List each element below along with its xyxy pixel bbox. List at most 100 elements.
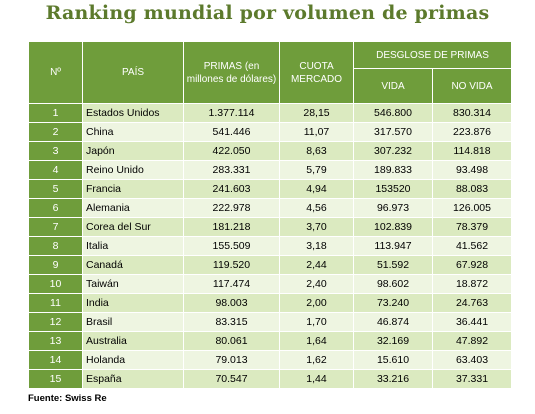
cell-non-life: 830.314 <box>432 103 512 123</box>
cell-rank: 8 <box>28 236 83 256</box>
cell-life: 307.232 <box>353 141 433 161</box>
cell-market-share: 5,79 <box>279 160 354 180</box>
cell-premiums: 181.218 <box>183 217 280 237</box>
cell-country: India <box>82 293 184 313</box>
cell-premiums: 222.978 <box>183 198 280 218</box>
table-row: 4 Reino Unido 283.331 5,79 189.833 93.498 <box>28 160 512 180</box>
cell-country: China <box>82 122 184 142</box>
cell-premiums: 241.603 <box>183 179 280 199</box>
cell-country: Canadá <box>82 255 184 275</box>
header-country: PAÍS <box>82 41 184 104</box>
cell-premiums: 83.315 <box>183 312 280 332</box>
source-note: Fuente: Swiss Re <box>28 393 107 404</box>
cell-market-share: 3,70 <box>279 217 354 237</box>
table-row: 15 España 70.547 1,44 33.216 37.331 <box>28 369 512 389</box>
cell-life: 102.839 <box>353 217 433 237</box>
cell-non-life: 63.403 <box>432 350 512 370</box>
cell-rank: 9 <box>28 255 83 275</box>
cell-market-share: 2,00 <box>279 293 354 313</box>
cell-rank: 14 <box>28 350 83 370</box>
table-header: Nº PAÍS PRIMAS (en millones de dólares) … <box>28 41 512 104</box>
cell-market-share: 1,62 <box>279 350 354 370</box>
table-row: 14 Holanda 79.013 1,62 15.610 63.403 <box>28 350 512 370</box>
cell-non-life: 223.876 <box>432 122 512 142</box>
cell-rank: 5 <box>28 179 83 199</box>
ranking-table: Nº PAÍS PRIMAS (en millones de dólares) … <box>28 41 512 389</box>
cell-premiums: 1.377.114 <box>183 103 280 123</box>
cell-life: 189.833 <box>353 160 433 180</box>
cell-country: Taiwán <box>82 274 184 294</box>
cell-premiums: 80.061 <box>183 331 280 351</box>
table-row: 12 Brasil 83.315 1,70 46.874 36.441 <box>28 312 512 332</box>
cell-market-share: 11,07 <box>279 122 354 142</box>
table-row: 7 Corea del Sur 181.218 3,70 102.839 78.379 <box>28 217 512 237</box>
cell-country: Francia <box>82 179 184 199</box>
cell-premiums: 541.446 <box>183 122 280 142</box>
table-row: 6 Alemania 222.978 4,56 96.973 126.005 <box>28 198 512 218</box>
table-row: 13 Australia 80.061 1,64 32.169 47.892 <box>28 331 512 351</box>
cell-life: 51.592 <box>353 255 433 275</box>
header-rank: Nº <box>28 41 83 104</box>
cell-life: 317.570 <box>353 122 433 142</box>
cell-premiums: 117.474 <box>183 274 280 294</box>
cell-market-share: 2,44 <box>279 255 354 275</box>
cell-non-life: 93.498 <box>432 160 512 180</box>
table-row: 8 Italia 155.509 3,18 113.947 41.562 <box>28 236 512 256</box>
cell-market-share: 8,63 <box>279 141 354 161</box>
cell-premiums: 422.050 <box>183 141 280 161</box>
cell-non-life: 126.005 <box>432 198 512 218</box>
table-row: 9 Canadá 119.520 2,44 51.592 67.928 <box>28 255 512 275</box>
cell-country: Holanda <box>82 350 184 370</box>
cell-country: Italia <box>82 236 184 256</box>
cell-rank: 4 <box>28 160 83 180</box>
cell-premiums: 283.331 <box>183 160 280 180</box>
cell-life: 33.216 <box>353 369 433 389</box>
cell-rank: 13 <box>28 331 83 351</box>
cell-life: 73.240 <box>353 293 433 313</box>
cell-market-share: 1,64 <box>279 331 354 351</box>
cell-market-share: 1,70 <box>279 312 354 332</box>
cell-rank: 3 <box>28 141 83 161</box>
cell-life: 46.874 <box>353 312 433 332</box>
cell-rank: 6 <box>28 198 83 218</box>
cell-market-share: 2,40 <box>279 274 354 294</box>
header-life: VIDA <box>353 68 433 104</box>
cell-rank: 10 <box>28 274 83 294</box>
cell-life: 153520 <box>353 179 433 199</box>
cell-rank: 1 <box>28 103 83 123</box>
cell-country: Estados Unidos <box>82 103 184 123</box>
table-row: 1 Estados Unidos 1.377.114 28,15 546.800 830.… <box>28 103 512 123</box>
cell-rank: 15 <box>28 369 83 389</box>
cell-rank: 12 <box>28 312 83 332</box>
table-row: 5 Francia 241.603 4,94 153520 88.083 <box>28 179 512 199</box>
cell-country: Australia <box>82 331 184 351</box>
cell-market-share: 3,18 <box>279 236 354 256</box>
table-row: 10 Taiwán 117.474 2,40 98.602 18.872 <box>28 274 512 294</box>
cell-market-share: 1,44 <box>279 369 354 389</box>
cell-premiums: 119.520 <box>183 255 280 275</box>
cell-non-life: 36.441 <box>432 312 512 332</box>
cell-country: Japón <box>82 141 184 161</box>
cell-non-life: 37.331 <box>432 369 512 389</box>
table-row: 11 India 98.003 2,00 73.240 24.763 <box>28 293 512 313</box>
cell-country: Alemania <box>82 198 184 218</box>
cell-rank: 11 <box>28 293 83 313</box>
header-premiums: PRIMAS (en millones de dólares) <box>183 41 280 104</box>
cell-country: Brasil <box>82 312 184 332</box>
cell-non-life: 24.763 <box>432 293 512 313</box>
cell-non-life: 18.872 <box>432 274 512 294</box>
cell-life: 96.973 <box>353 198 433 218</box>
header-market-share: CUOTA MERCADO <box>279 41 354 104</box>
cell-market-share: 28,15 <box>279 103 354 123</box>
cell-premiums: 98.003 <box>183 293 280 313</box>
cell-life: 113.947 <box>353 236 433 256</box>
cell-country: Corea del Sur <box>82 217 184 237</box>
header-breakdown: DESGLOSE DE PRIMAS <box>353 41 512 69</box>
cell-life: 546.800 <box>353 103 433 123</box>
cell-non-life: 78.379 <box>432 217 512 237</box>
cell-non-life: 41.562 <box>432 236 512 256</box>
cell-life: 32.169 <box>353 331 433 351</box>
cell-non-life: 114.818 <box>432 141 512 161</box>
cell-life: 15.610 <box>353 350 433 370</box>
cell-market-share: 4,94 <box>279 179 354 199</box>
